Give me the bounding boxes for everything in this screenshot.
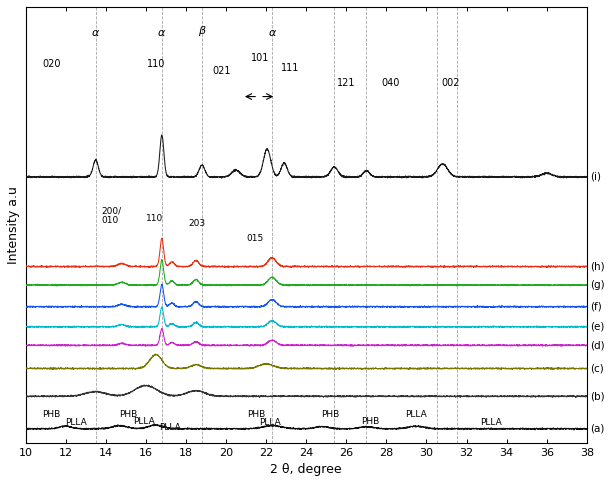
Text: (e): (e) bbox=[590, 322, 604, 332]
Text: PLLA: PLLA bbox=[480, 418, 502, 426]
Text: 040: 040 bbox=[381, 78, 400, 88]
Text: (a): (a) bbox=[590, 424, 604, 434]
X-axis label: 2 θ, degree: 2 θ, degree bbox=[271, 463, 342, 476]
Text: 200/: 200/ bbox=[101, 207, 122, 215]
Text: (b): (b) bbox=[590, 391, 604, 401]
Text: (c): (c) bbox=[590, 364, 604, 373]
Text: $\alpha$: $\alpha$ bbox=[268, 28, 277, 38]
Text: $\alpha$: $\alpha$ bbox=[91, 28, 100, 38]
Text: 111: 111 bbox=[281, 63, 299, 72]
Text: 002: 002 bbox=[441, 78, 460, 88]
Text: 110: 110 bbox=[146, 214, 163, 223]
Text: (i): (i) bbox=[590, 172, 601, 182]
Text: PLLA: PLLA bbox=[406, 410, 427, 419]
Text: PHB: PHB bbox=[42, 410, 60, 419]
Text: (f): (f) bbox=[590, 302, 602, 312]
Text: PLLA: PLLA bbox=[133, 417, 155, 426]
Text: 121: 121 bbox=[337, 78, 356, 88]
Text: PHB: PHB bbox=[119, 410, 137, 419]
Text: $\beta$: $\beta$ bbox=[197, 24, 207, 38]
Text: 015: 015 bbox=[246, 234, 263, 243]
Text: PHB: PHB bbox=[361, 417, 379, 426]
Text: 021: 021 bbox=[213, 66, 231, 76]
Text: (g): (g) bbox=[590, 280, 604, 290]
Text: 010: 010 bbox=[101, 216, 119, 225]
Text: 020: 020 bbox=[42, 59, 61, 70]
Text: (h): (h) bbox=[590, 261, 604, 271]
Text: PLLA: PLLA bbox=[259, 418, 281, 426]
Text: $\alpha$: $\alpha$ bbox=[157, 28, 166, 38]
Text: PHB: PHB bbox=[321, 410, 339, 419]
Y-axis label: Intensity a.u: Intensity a.u bbox=[7, 186, 20, 264]
Text: PHB: PHB bbox=[247, 410, 265, 419]
Text: PLLA: PLLA bbox=[65, 418, 87, 426]
Text: 101: 101 bbox=[251, 53, 269, 63]
Text: 110: 110 bbox=[147, 59, 165, 70]
Text: PLLA: PLLA bbox=[159, 423, 181, 432]
Text: 203: 203 bbox=[188, 219, 205, 228]
Text: (d): (d) bbox=[590, 340, 604, 350]
